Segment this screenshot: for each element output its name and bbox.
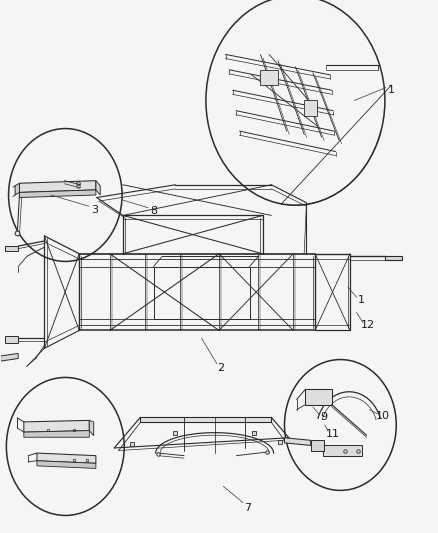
Polygon shape (19, 190, 96, 198)
Polygon shape (24, 421, 89, 432)
Text: 3: 3 (91, 205, 98, 215)
Text: 2: 2 (218, 363, 225, 373)
Polygon shape (261, 70, 278, 85)
Polygon shape (304, 100, 317, 116)
Polygon shape (1, 353, 18, 361)
Polygon shape (141, 417, 272, 423)
Polygon shape (5, 336, 18, 343)
Text: 12: 12 (360, 320, 374, 330)
Polygon shape (37, 453, 96, 463)
Polygon shape (19, 181, 96, 192)
Text: 8: 8 (150, 206, 157, 216)
Polygon shape (323, 446, 362, 456)
Polygon shape (5, 246, 18, 251)
Polygon shape (15, 183, 19, 195)
Polygon shape (311, 440, 324, 450)
Polygon shape (96, 181, 100, 195)
Polygon shape (385, 256, 403, 260)
Polygon shape (24, 431, 89, 437)
Polygon shape (37, 461, 96, 469)
Polygon shape (305, 389, 332, 405)
Text: 1: 1 (388, 85, 395, 95)
Text: 11: 11 (325, 429, 339, 439)
Text: 9: 9 (320, 413, 327, 422)
Text: 1: 1 (357, 295, 364, 305)
Text: 10: 10 (376, 411, 390, 421)
Polygon shape (89, 421, 94, 435)
Text: 7: 7 (244, 503, 251, 513)
Polygon shape (285, 438, 311, 446)
